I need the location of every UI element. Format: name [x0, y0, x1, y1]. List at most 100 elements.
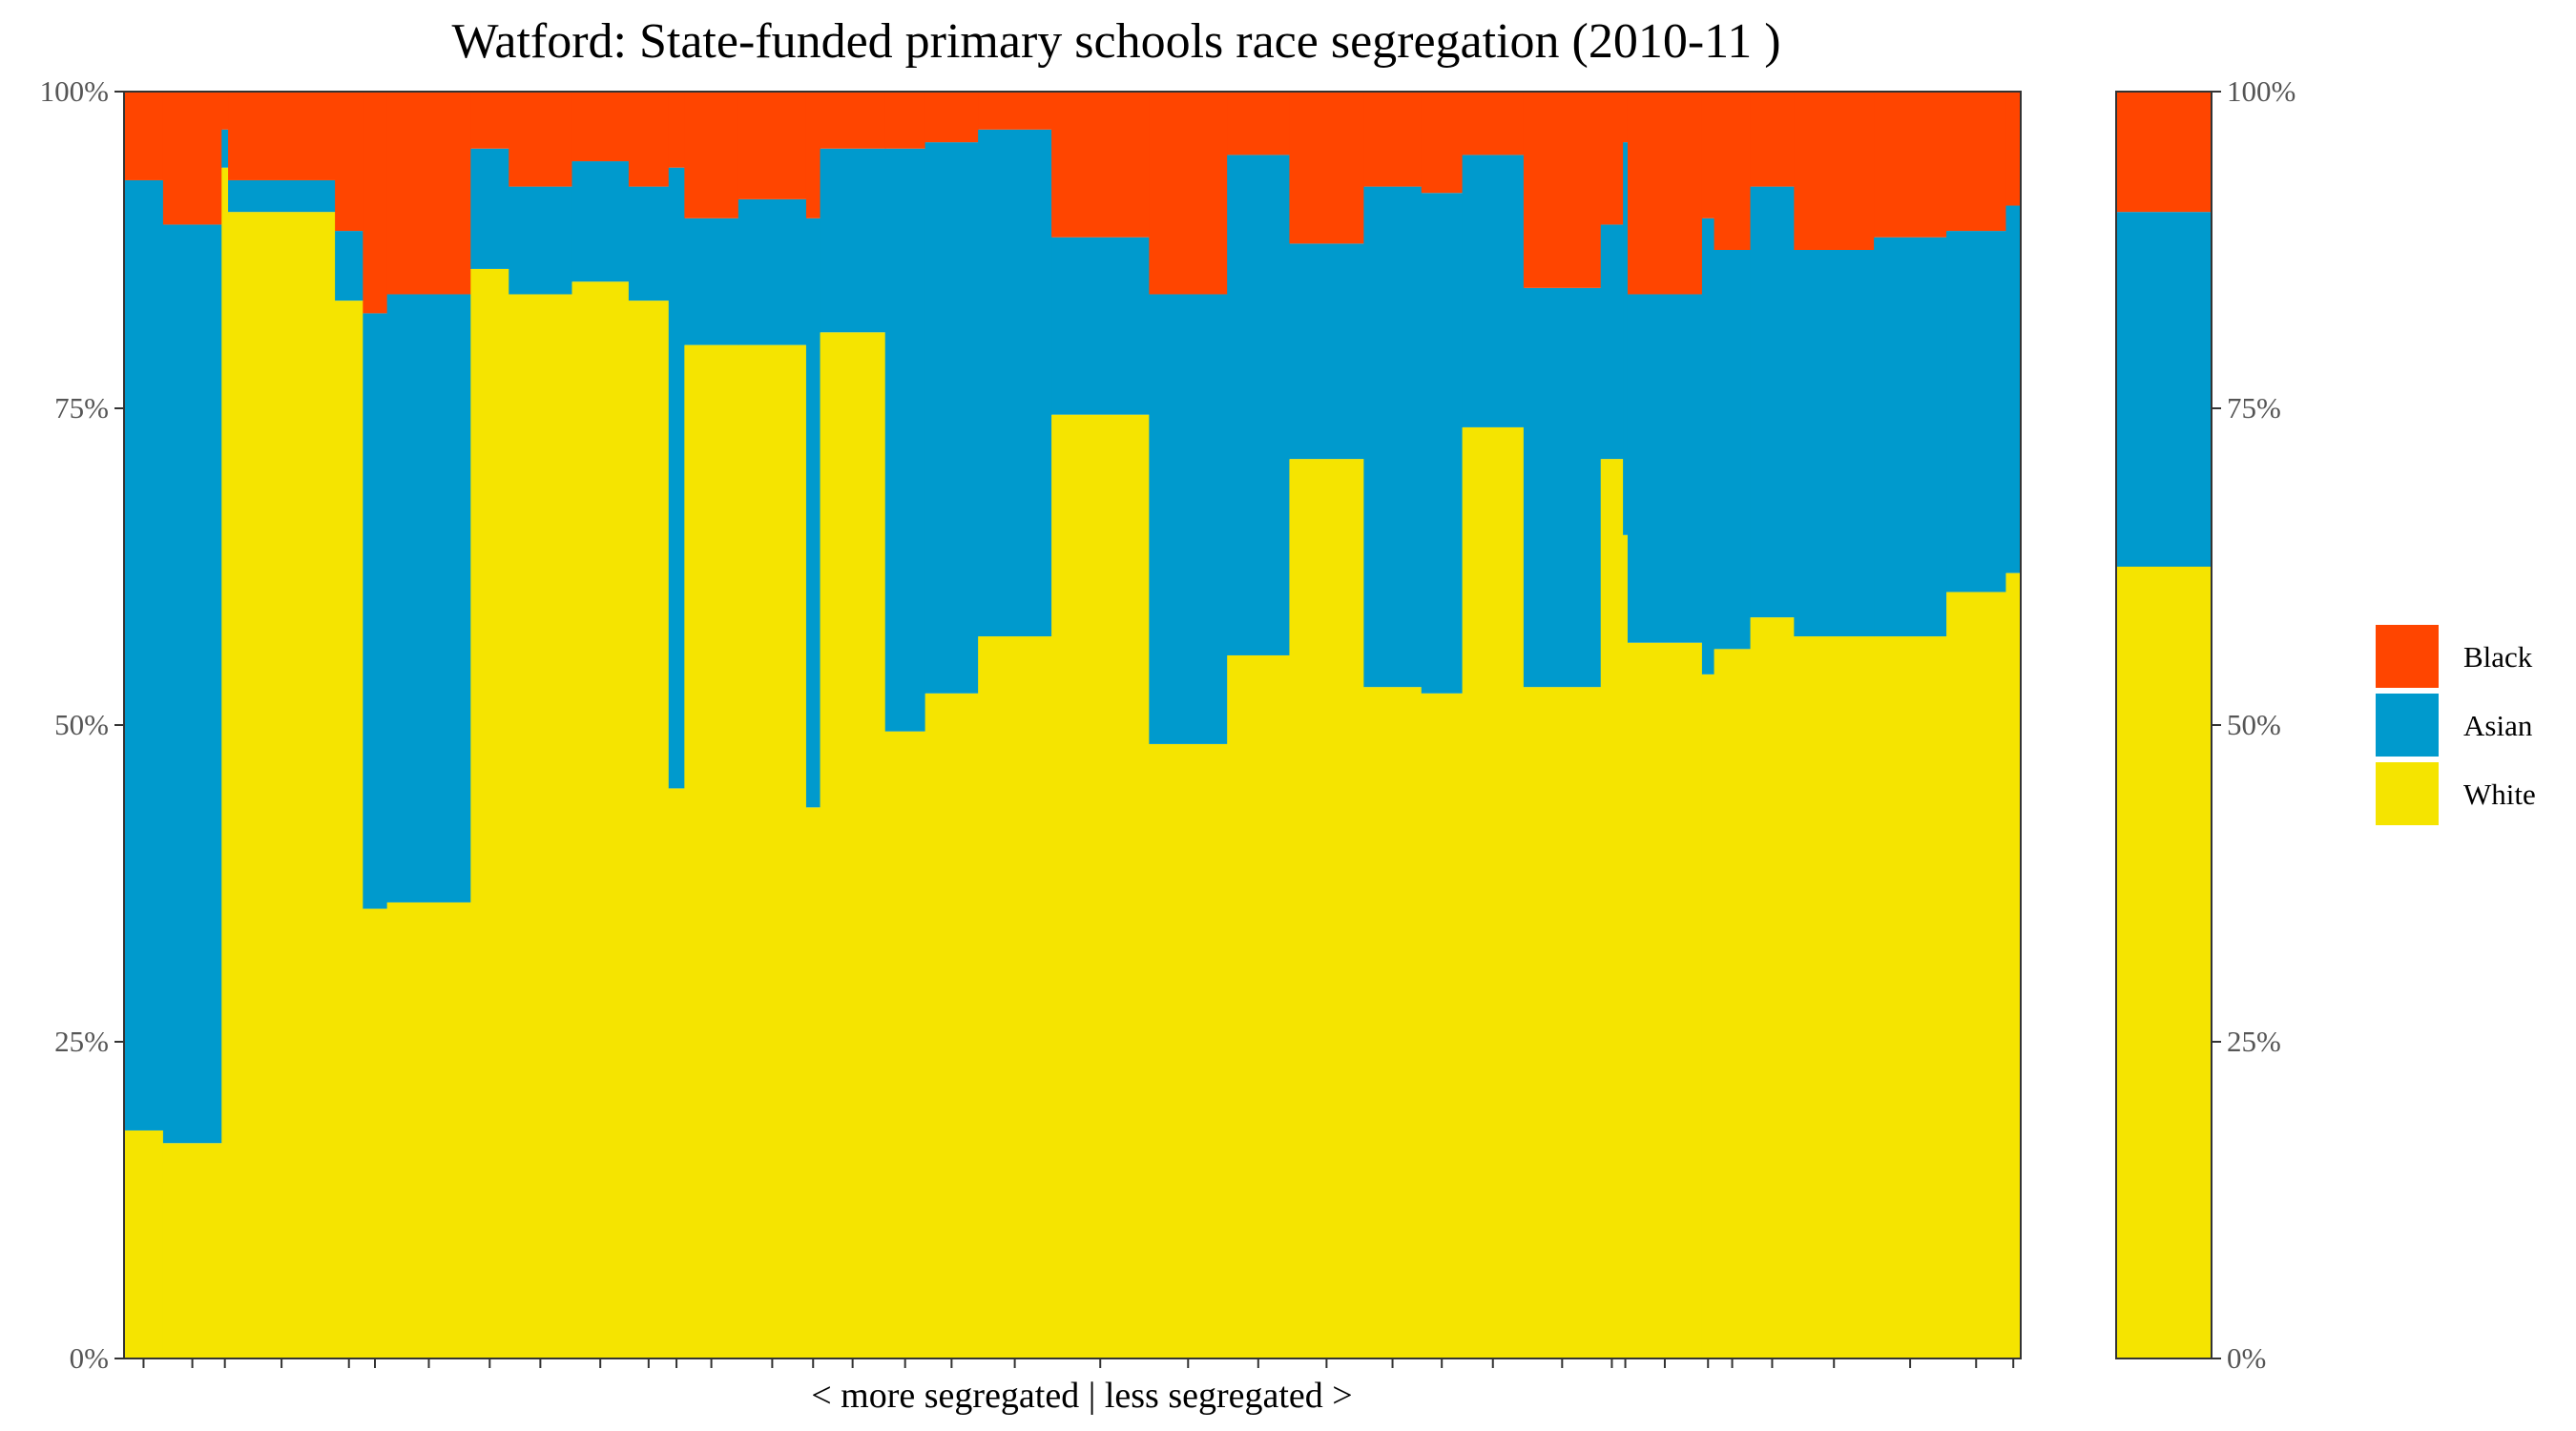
bar-school-13-white — [684, 344, 739, 1359]
school-bars — [124, 92, 2022, 1359]
bar-school-6-white — [363, 908, 388, 1358]
bar-school-16-asian — [820, 148, 886, 333]
y-tick-label-right: 100% — [2227, 74, 2296, 108]
bar-school-14-black — [737, 92, 807, 199]
bar-school-28-white — [1600, 459, 1624, 1358]
bar-school-20-black — [1051, 92, 1150, 238]
legend-label-white: White — [2463, 778, 2536, 811]
bar-school-24-black — [1363, 92, 1423, 187]
bar-school-21-black — [1149, 92, 1228, 295]
bar-school-29-asian — [1623, 142, 1629, 535]
bar-school-12-asian — [668, 167, 685, 789]
overall-bar — [2116, 92, 2212, 1358]
bar-school-36-asian — [1946, 231, 2007, 592]
bar-school-35-asian — [1874, 237, 1947, 637]
bar-overall-asian — [2116, 212, 2212, 567]
bar-school-28-black — [1600, 92, 1624, 225]
bar-overall-white — [2116, 567, 2212, 1358]
bar-school-25-asian — [1421, 193, 1464, 694]
bar-school-29-black — [1623, 92, 1629, 143]
bar-school-7-asian — [386, 294, 471, 902]
bar-school-6-black — [363, 92, 388, 314]
legend: Black Asian White — [2376, 625, 2536, 825]
y-tick-label-right: 75% — [2227, 391, 2281, 425]
bar-school-30-black — [1627, 92, 1703, 295]
bar-school-9-asian — [509, 186, 573, 295]
axes: 0% 0% 25% 25% 50% 50% 75% 75% 100% 100% — [40, 74, 2296, 1375]
bar-school-35-black — [1874, 92, 1947, 238]
bar-school-5-white — [335, 301, 364, 1358]
bar-school-13-asian — [684, 218, 739, 345]
bar-school-32-black — [1714, 92, 1752, 250]
bar-school-15-black — [805, 92, 821, 218]
bar-school-25-black — [1421, 92, 1464, 194]
bar-school-27-white — [1523, 687, 1602, 1358]
bar-school-10-asian — [571, 161, 630, 282]
bar-school-19-black — [978, 92, 1052, 130]
bar-school-34-white — [1794, 636, 1875, 1358]
bar-school-4-white — [228, 212, 336, 1358]
bar-school-2-black — [162, 92, 222, 225]
legend-swatch-white — [2376, 762, 2439, 825]
bar-school-11-white — [628, 301, 670, 1358]
bar-school-18-asian — [924, 142, 979, 694]
bar-school-17-asian — [884, 148, 926, 732]
bar-school-3-asian — [221, 129, 229, 168]
y-tick-label-right: 50% — [2227, 708, 2281, 741]
bar-school-33-black — [1750, 92, 1795, 187]
bar-school-8-white — [470, 268, 509, 1358]
bar-school-8-asian — [470, 148, 509, 269]
bar-school-33-white — [1750, 617, 1795, 1358]
legend-swatch-asian — [2376, 694, 2439, 757]
bar-school-14-asian — [737, 198, 807, 345]
bar-school-36-black — [1946, 92, 2007, 232]
bar-school-10-white — [571, 281, 630, 1359]
chart-title: Watford: State-funded primary schools ra… — [451, 14, 1781, 69]
legend-label-asian: Asian — [2463, 709, 2533, 742]
bar-school-23-white — [1289, 459, 1364, 1358]
bar-school-2-white — [162, 1143, 222, 1358]
bar-school-21-asian — [1149, 294, 1228, 744]
bar-school-15-white — [805, 807, 821, 1358]
y-tick-label-right: 25% — [2227, 1025, 2281, 1058]
bar-school-26-white — [1462, 426, 1525, 1358]
bar-school-16-black — [820, 92, 886, 149]
legend-label-black: Black — [2463, 640, 2533, 674]
bar-school-5-asian — [335, 231, 364, 301]
bar-school-2-asian — [162, 224, 222, 1144]
bar-school-30-asian — [1627, 294, 1703, 643]
y-tick-label-left: 75% — [54, 391, 109, 425]
bar-school-26-asian — [1462, 155, 1525, 427]
bar-school-37-asian — [2005, 205, 2022, 573]
bar-school-23-black — [1289, 92, 1364, 244]
bar-school-8-black — [470, 92, 509, 149]
bar-school-34-black — [1794, 92, 1875, 250]
bar-school-16-white — [820, 332, 886, 1358]
bar-school-31-white — [1701, 674, 1715, 1358]
bar-school-24-white — [1363, 687, 1423, 1358]
bar-school-19-asian — [978, 129, 1052, 637]
bar-school-27-asian — [1523, 287, 1602, 688]
bar-school-25-white — [1421, 693, 1464, 1358]
bar-school-32-asian — [1714, 250, 1752, 650]
bar-school-4-black — [228, 92, 336, 180]
bar-school-5-black — [335, 92, 364, 232]
bar-school-11-black — [628, 92, 670, 187]
legend-swatch-black — [2376, 625, 2439, 688]
bar-overall-black — [2116, 92, 2212, 213]
bar-school-37-white — [2005, 572, 2022, 1358]
y-tick-label-left: 100% — [40, 74, 109, 108]
y-tick-label-right: 0% — [2227, 1341, 2266, 1375]
bar-school-10-black — [571, 92, 630, 162]
bar-school-22-black — [1227, 92, 1291, 156]
bar-school-13-black — [684, 92, 739, 218]
y-tick-label-left: 0% — [70, 1341, 109, 1375]
bar-school-3-white — [221, 167, 229, 1359]
bar-school-35-white — [1874, 636, 1947, 1358]
bar-school-31-asian — [1701, 218, 1715, 674]
bar-school-29-white — [1623, 534, 1629, 1358]
bar-school-9-white — [509, 294, 573, 1359]
bar-school-14-white — [737, 344, 807, 1359]
bar-school-24-asian — [1363, 186, 1423, 688]
